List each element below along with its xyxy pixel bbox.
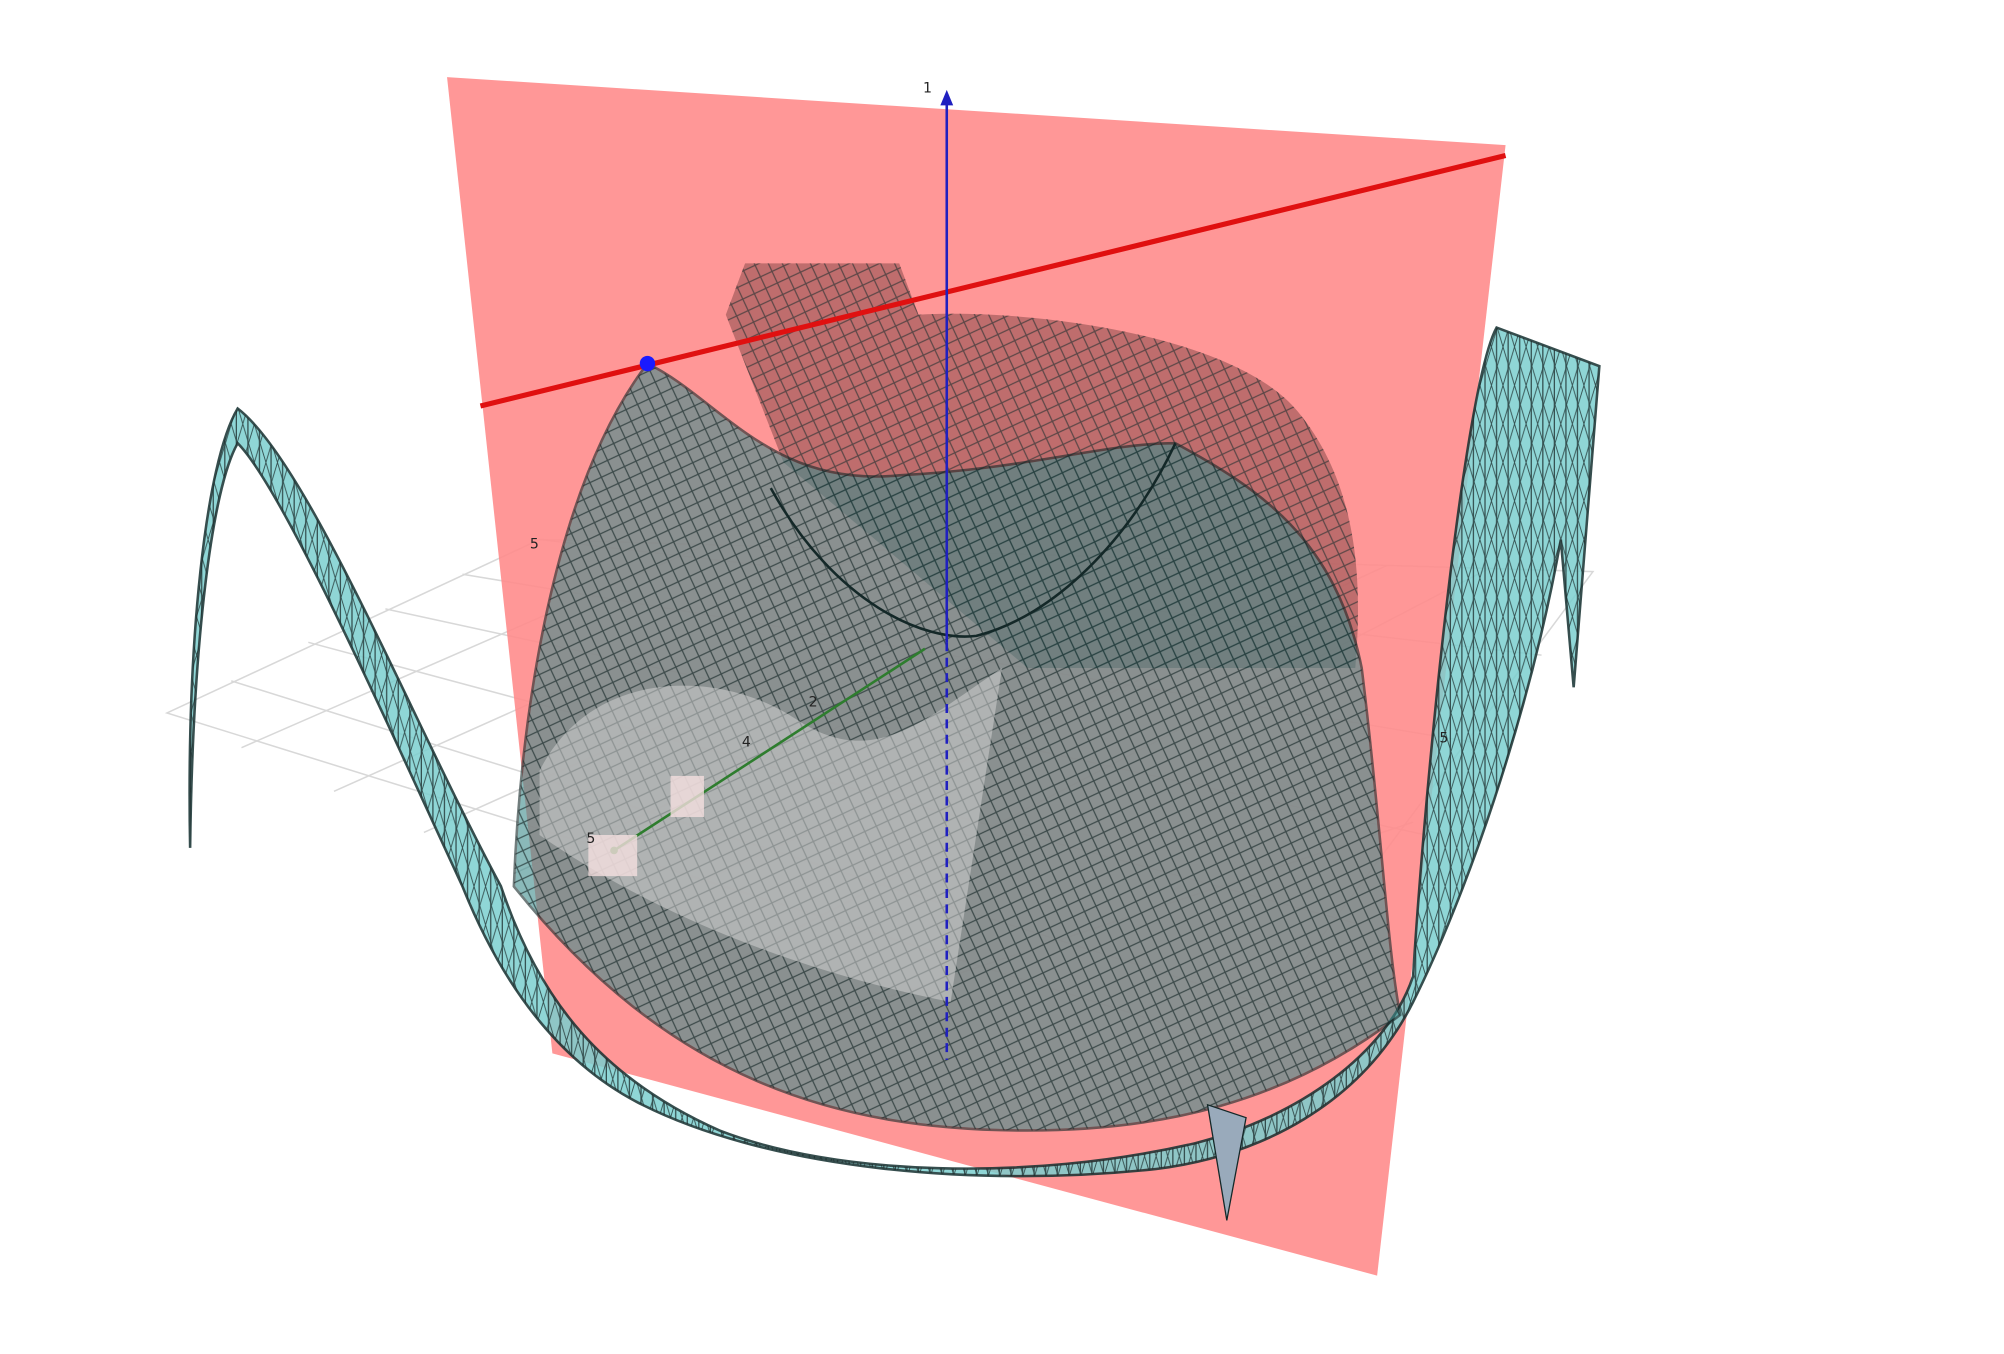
- point: [639, 355, 656, 372]
- z-axis: [940, 89, 954, 1060]
- segment: [613, 647, 926, 852]
- label-box: [670, 775, 704, 818]
- axis-label: 5: [586, 831, 595, 847]
- axis-label: 5: [530, 537, 539, 553]
- axis-label: 2: [809, 695, 818, 711]
- axis-label: 5: [1439, 731, 1448, 747]
- surface-outer: [188, 325, 1601, 1178]
- surface-front: [512, 361, 1402, 1221]
- label-box: [588, 835, 638, 877]
- axis-label: 4: [742, 735, 751, 751]
- axis-label: 1: [923, 81, 932, 97]
